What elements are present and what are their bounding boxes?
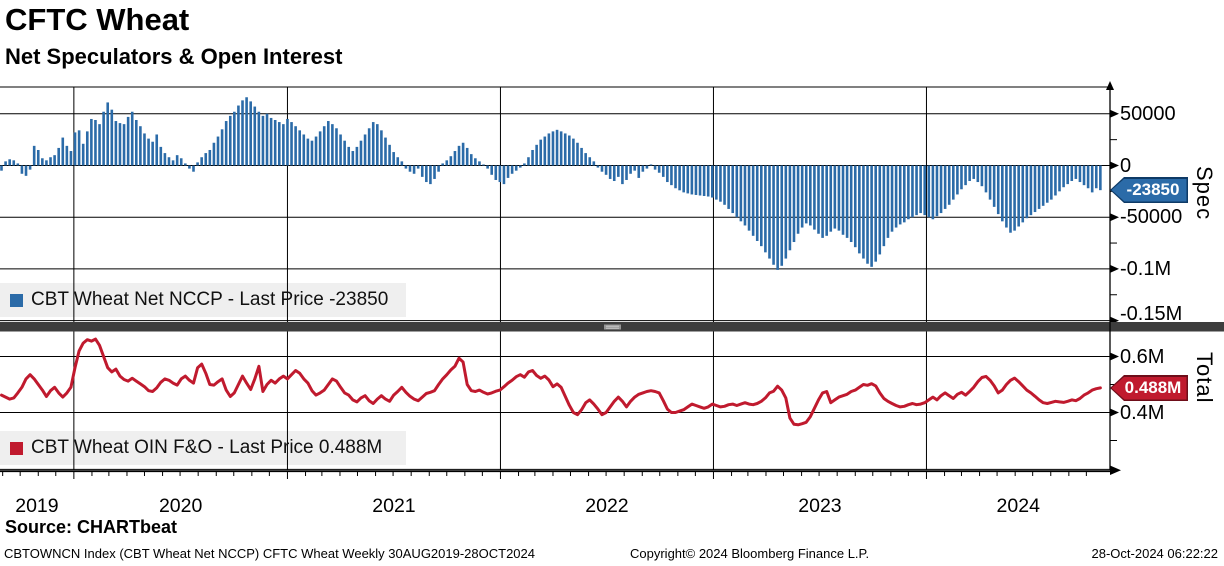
x-year-label: 2023 xyxy=(798,495,841,517)
page-title: CFTC Wheat xyxy=(5,2,190,37)
legend-swatch-blue xyxy=(10,293,23,307)
source-line: Source: CHARTbeat xyxy=(5,517,178,537)
y-tick-label: 0 xyxy=(1120,154,1132,177)
legend-oin-fo[interactable]: CBT Wheat OIN F&O - Last Price 0.488M xyxy=(0,431,406,465)
timestamp: 28-Oct-2024 06:22:22 xyxy=(1091,546,1218,561)
index-description: CBTOWNCN Index (CBT Wheat Net NCCP) CFTC… xyxy=(4,546,535,561)
top-axis-title: Spec xyxy=(1192,166,1217,221)
bottom-axis-title: Total xyxy=(1192,352,1217,404)
x-year-label: 2019 xyxy=(15,495,58,517)
last-price-tag-total: 0.488M xyxy=(1110,375,1188,401)
x-year-label: 2021 xyxy=(372,495,415,517)
legend-label: CBT Wheat OIN F&O - Last Price 0.488M xyxy=(31,437,383,458)
legend-label: CBT Wheat Net NCCP - Last Price -23850 xyxy=(31,289,389,310)
y-tick-label: -0.15M xyxy=(1120,302,1183,325)
x-year-label: 2020 xyxy=(159,495,203,517)
separator-grip-handle[interactable] xyxy=(604,324,621,330)
y-tick-label: 0.4M xyxy=(1120,401,1165,424)
last-price-tag-spec: -23850 xyxy=(1110,177,1188,203)
page-subtitle: Net Speculators & Open Interest xyxy=(5,44,343,69)
legend-net-nccp[interactable]: CBT Wheat Net NCCP - Last Price -23850 xyxy=(0,283,406,317)
legend-swatch-red xyxy=(10,441,23,455)
copyright: Copyright© 2024 Bloomberg Finance L.P. xyxy=(630,546,870,561)
chart-plot-area[interactable]: 2019 2020 2021 2022 2023 2024 xyxy=(0,80,1224,525)
y-tick-label: -0.1M xyxy=(1120,257,1172,280)
y-tick-label: -50000 xyxy=(1120,206,1183,229)
x-year-label: 2022 xyxy=(585,495,628,517)
x-year-label: 2024 xyxy=(997,495,1041,517)
y-tick-label: 0.6M xyxy=(1120,345,1165,368)
y-tick-label: 50000 xyxy=(1120,102,1176,125)
